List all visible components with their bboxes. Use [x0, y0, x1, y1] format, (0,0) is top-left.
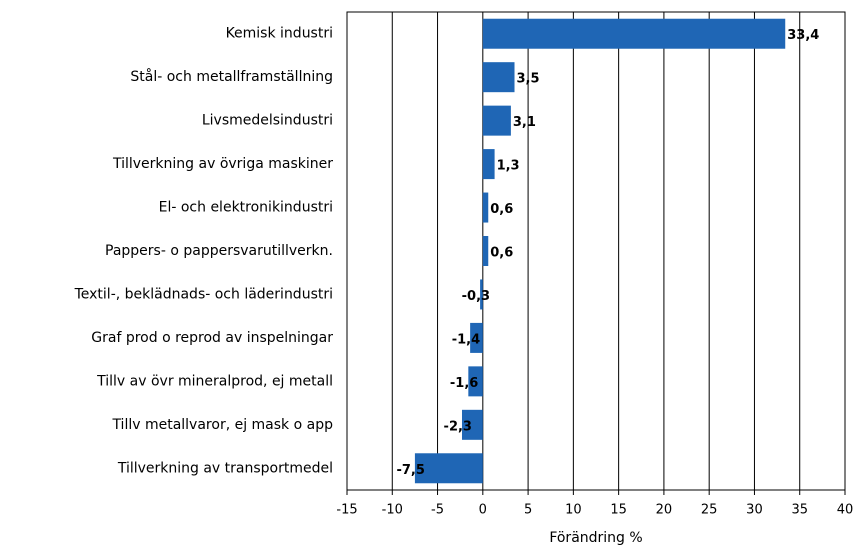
value-label: -0,3	[462, 289, 490, 304]
x-tick-label: -5	[431, 503, 444, 518]
y-tick-label: Tillv metallvaror, ej mask o app	[111, 417, 333, 433]
x-tick-label: 10	[565, 503, 582, 518]
bar	[482, 62, 515, 93]
bar	[470, 322, 483, 353]
bar	[482, 105, 511, 136]
y-tick-label: Tillv av övr mineralprod, ej metall	[96, 373, 333, 389]
x-axis-label: Förändring %	[549, 530, 642, 546]
value-label: 3,5	[517, 72, 540, 87]
y-tick-label: Kemisk industri	[226, 26, 333, 42]
bar	[482, 149, 495, 180]
x-tick-label: -15	[336, 503, 357, 518]
bar	[482, 18, 786, 49]
x-tick-label: 0	[479, 503, 487, 518]
x-tick-label: 35	[791, 503, 808, 518]
x-tick-label: 20	[656, 503, 673, 518]
value-label: -1,6	[450, 376, 478, 391]
bar	[482, 192, 489, 223]
y-tick-label: Livsmedelsindustri	[202, 113, 333, 129]
y-tick-label: Tillverkning av transportmedel	[117, 460, 333, 476]
value-label: 1,3	[497, 159, 520, 174]
y-tick-label: Pappers- o pappersvarutillverkn.	[105, 243, 333, 259]
value-label: 3,1	[513, 115, 536, 130]
x-tick-label: 25	[701, 503, 718, 518]
x-tick-label: 40	[837, 503, 854, 518]
value-label: 0,6	[490, 202, 513, 217]
y-tick-label: Stål- och metallframställning	[130, 68, 333, 85]
plot-border	[346, 11, 846, 491]
x-tick-label: 5	[524, 503, 532, 518]
bar	[480, 279, 483, 310]
value-label: -7,5	[396, 463, 424, 478]
bar	[414, 453, 483, 484]
y-tick-label: Graf prod o reprod av inspelningar	[91, 330, 333, 346]
x-tick-label: -10	[382, 503, 403, 518]
x-tick-label: 15	[610, 503, 627, 518]
value-label: 33,4	[787, 28, 819, 43]
bar	[468, 366, 483, 397]
y-tick-label: Textil-, beklädnads- och läderindustri	[74, 286, 333, 302]
y-tick-label: El- och elektronikindustri	[159, 200, 333, 216]
x-tick-label: 30	[746, 503, 763, 518]
bar	[461, 409, 483, 440]
value-label: -1,4	[452, 332, 480, 347]
y-tick-label: Tillverkning av övriga maskiner	[112, 156, 333, 172]
bar	[482, 236, 489, 266]
value-label: -2,3	[444, 419, 472, 434]
value-label: 0,6	[490, 246, 513, 261]
